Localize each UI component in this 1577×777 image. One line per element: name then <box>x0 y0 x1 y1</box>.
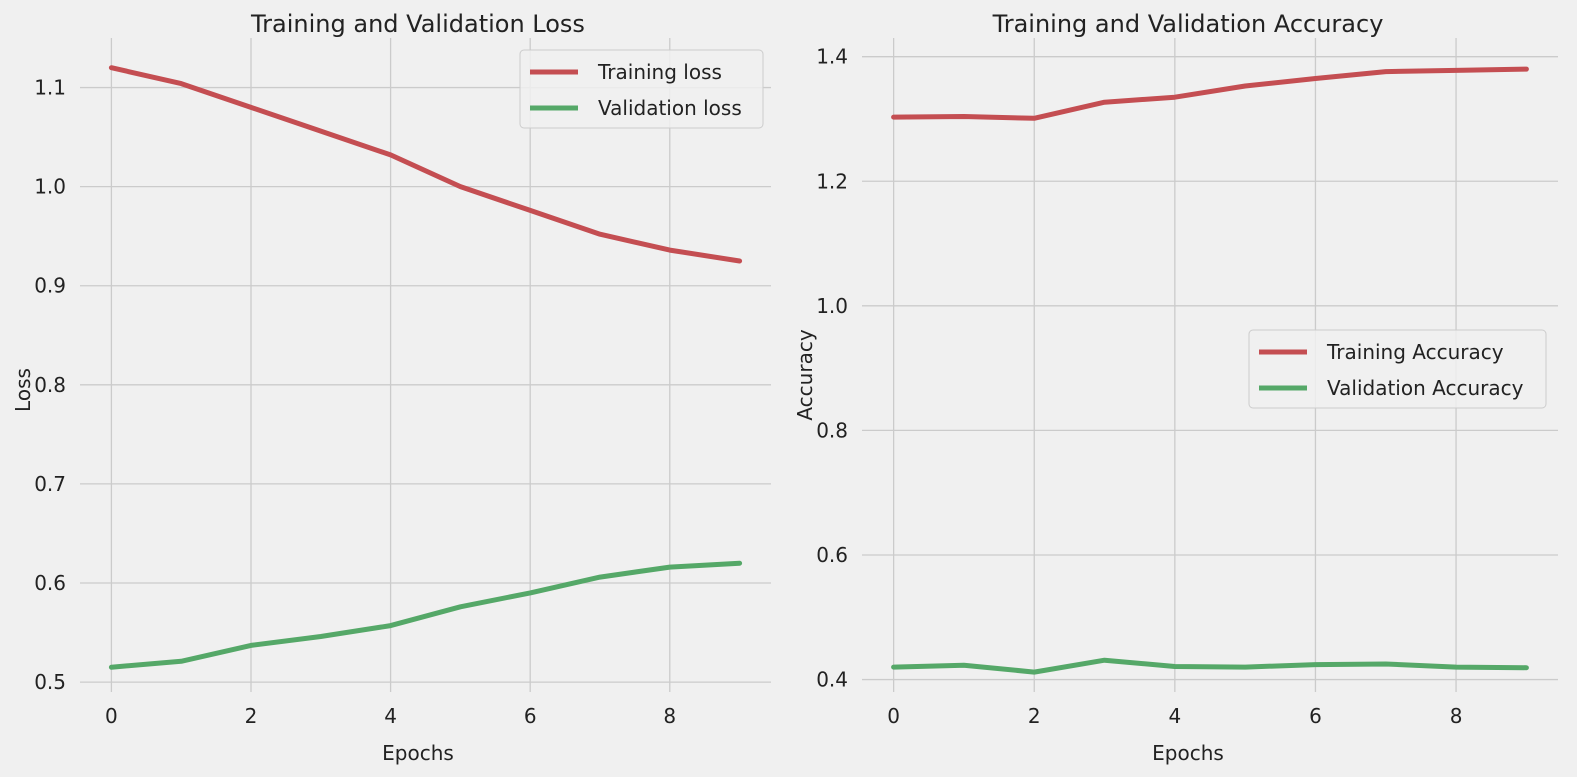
accuracy-data-point <box>1524 665 1529 670</box>
accuracy-series-line-0 <box>891 66 1529 121</box>
accuracy-data-point <box>961 663 966 668</box>
loss-data-point <box>737 561 742 566</box>
accuracy-chart-plot: 0 2 4 6 8 0.4 0.6 0.8 1.0 1.2 1.4 Training Accuracy… <box>816 38 1558 728</box>
loss-chart-xlabel: Epochs <box>382 741 454 765</box>
loss-data-point <box>318 634 323 639</box>
loss-data-point <box>458 604 463 609</box>
accuracy-data-point <box>1243 83 1248 88</box>
loss-y-tick-label: 1.1 <box>34 76 66 100</box>
loss-x-tick-label: 2 <box>245 704 258 728</box>
accuracy-data-point <box>1524 67 1529 72</box>
loss-chart-plot: 0 2 4 6 8 0.5 0.6 0.7 0.8 0.9 1.0 1.1 Training loss V… <box>34 38 771 728</box>
loss-x-tick-label: 4 <box>384 704 397 728</box>
accuracy-data-point <box>1032 670 1037 675</box>
loss-x-tick-label: 6 <box>524 704 537 728</box>
accuracy-chart-ylabel: Accuracy <box>793 329 817 420</box>
accuracy-legend-label: Training Accuracy <box>1326 340 1504 364</box>
accuracy-data-point <box>1454 665 1459 670</box>
loss-data-point <box>388 623 393 628</box>
loss-series-line-0 <box>108 65 743 264</box>
accuracy-chart-xlabel: Epochs <box>1152 741 1224 765</box>
accuracy-legend-box <box>1248 329 1547 409</box>
accuracy-data-point <box>1032 116 1037 121</box>
accuracy-legend: Training Accuracy Validation Accuracy <box>1248 329 1547 409</box>
loss-data-point <box>597 575 602 580</box>
loss-y-tick-label: 0.7 <box>34 472 66 496</box>
accuracy-data-point <box>891 115 896 120</box>
loss-y-tick-label: 0.8 <box>34 373 66 397</box>
loss-chart-ylabel: Loss <box>11 368 35 412</box>
loss-y-tick-label: 0.9 <box>34 274 66 298</box>
loss-data-point <box>667 248 672 253</box>
accuracy-data-point <box>961 114 966 119</box>
loss-data-point <box>249 643 254 648</box>
accuracy-y-tick-label: 1.2 <box>816 169 848 193</box>
loss-data-point <box>597 232 602 237</box>
accuracy-data-point <box>1172 95 1177 100</box>
loss-x-tick-label: 0 <box>105 704 118 728</box>
loss-data-point <box>249 105 254 110</box>
accuracy-data-point <box>1172 664 1177 669</box>
accuracy-chart-title: Training and Validation Accuracy <box>992 10 1384 38</box>
loss-y-tick-label: 0.6 <box>34 571 66 595</box>
loss-chart-title: Training and Validation Loss <box>250 10 585 38</box>
accuracy-data-point <box>1383 661 1388 666</box>
loss-data-point <box>318 129 323 134</box>
loss-series-line-1 <box>108 560 743 670</box>
accuracy-y-tick-label: 1.4 <box>816 45 848 69</box>
loss-data-point <box>528 208 533 213</box>
loss-legend-box <box>519 49 764 129</box>
accuracy-legend-label: Validation Accuracy <box>1327 376 1524 400</box>
accuracy-data-point <box>891 665 896 670</box>
loss-data-point <box>109 65 114 70</box>
accuracy-data-point <box>1454 68 1459 73</box>
accuracy-data-point <box>1313 76 1318 81</box>
loss-data-point <box>179 81 184 86</box>
loss-data-point <box>179 659 184 664</box>
accuracy-x-tick-label: 8 <box>1450 704 1463 728</box>
accuracy-data-point <box>1313 662 1318 667</box>
accuracy-data-point <box>1383 69 1388 74</box>
accuracy-y-tick-label: 0.6 <box>816 543 848 567</box>
accuracy-x-tick-label: 6 <box>1309 704 1322 728</box>
loss-data-point <box>667 565 672 570</box>
accuracy-data-point <box>1243 665 1248 670</box>
loss-y-tick-label: 1.0 <box>34 175 66 199</box>
loss-data-point <box>458 184 463 189</box>
loss-chart: Training and Validation Loss Epochs Loss… <box>11 10 771 765</box>
loss-legend-label: Validation loss <box>598 96 742 120</box>
accuracy-y-tick-label: 1.0 <box>816 294 848 318</box>
accuracy-data-point <box>1102 100 1107 105</box>
loss-data-point <box>109 665 114 670</box>
loss-x-tick-label: 8 <box>663 704 676 728</box>
loss-data-point <box>528 590 533 595</box>
accuracy-y-tick-label: 0.8 <box>816 418 848 442</box>
loss-data-point <box>737 258 742 263</box>
loss-y-tick-label: 0.5 <box>34 670 66 694</box>
loss-legend-label: Training loss <box>597 60 722 84</box>
loss-data-point <box>388 152 393 157</box>
loss-legend: Training loss Validation loss <box>519 49 764 129</box>
accuracy-data-point <box>1102 658 1107 663</box>
accuracy-chart: Training and Validation Accuracy Epochs … <box>793 10 1558 765</box>
accuracy-y-tick-label: 0.4 <box>816 668 848 692</box>
accuracy-x-tick-label: 0 <box>887 704 900 728</box>
accuracy-x-tick-label: 4 <box>1168 704 1181 728</box>
accuracy-x-tick-label: 2 <box>1028 704 1041 728</box>
accuracy-series-line-1 <box>891 657 1529 675</box>
